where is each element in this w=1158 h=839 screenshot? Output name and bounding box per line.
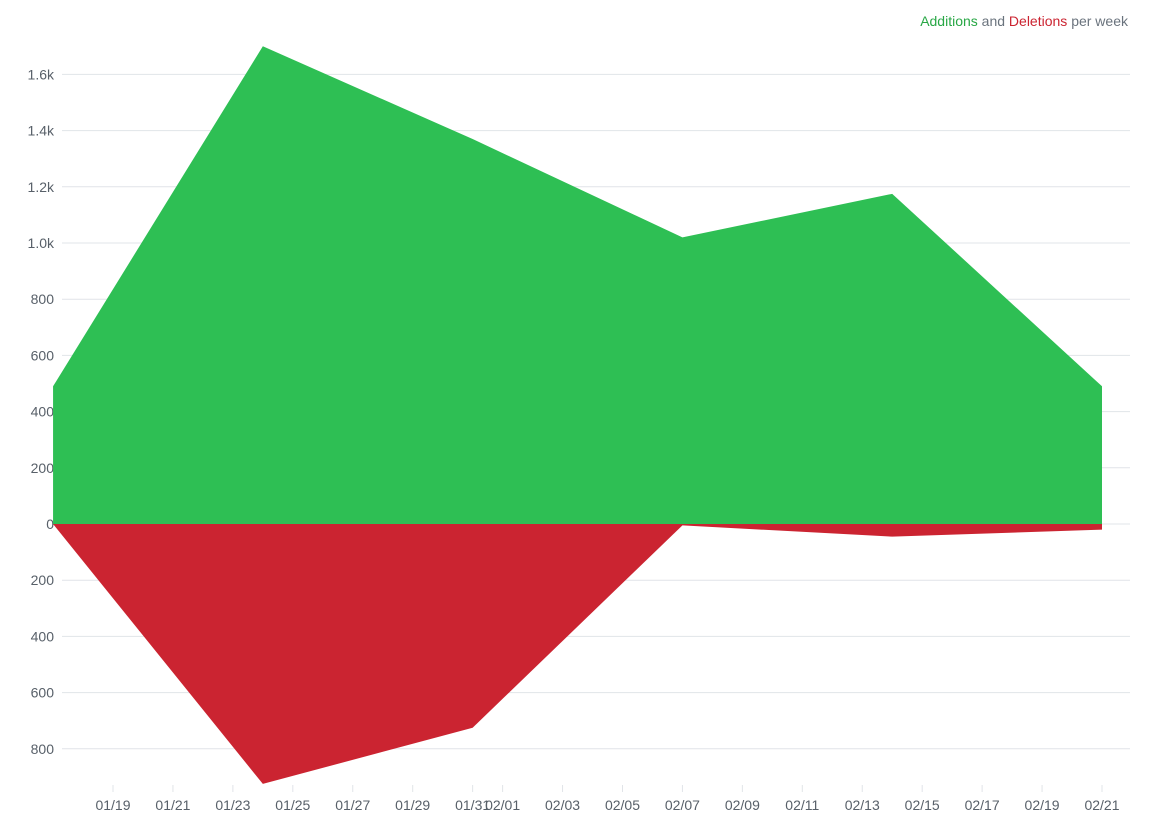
y-tick-label: 1.0k (28, 235, 55, 251)
legend-deletions: Deletions (1008, 13, 1068, 29)
y-tick-label: 400 (31, 404, 55, 420)
y-tick-label: 0 (46, 516, 54, 532)
x-tick-label: 01/25 (275, 797, 310, 813)
y-tick-label: 400 (31, 628, 55, 644)
legend-additions: Additions (920, 13, 978, 29)
additions-area (53, 46, 1103, 525)
y-tick-label: 1.6k (28, 66, 55, 82)
y-tick-label: 600 (31, 685, 55, 701)
x-tick-label: 02/17 (965, 797, 1000, 813)
x-tick-label: 01/23 (215, 797, 250, 813)
x-tick-label: 01/19 (95, 797, 130, 813)
y-tick-label: 1.2k (28, 179, 55, 195)
y-tick-label: 800 (31, 741, 55, 757)
x-tick-label: 02/07 (665, 797, 700, 813)
x-tick-label: 02/15 (905, 797, 940, 813)
x-tick-label: 02/05 (605, 797, 640, 813)
legend-suffix: per week (1071, 13, 1128, 29)
x-tick-label: 02/01 (485, 797, 520, 813)
x-tick-label: 02/09 (725, 797, 760, 813)
x-tick-label: 01/27 (335, 797, 370, 813)
x-tick-label: 02/19 (1025, 797, 1060, 813)
y-tick-label: 800 (31, 291, 55, 307)
x-tick-label: 02/13 (845, 797, 880, 813)
chart-legend: Additions and Deletions per week (920, 13, 1128, 29)
x-tick-label: 01/31 (455, 797, 490, 813)
y-tick-label: 200 (31, 460, 55, 476)
y-tick-label: 200 (31, 572, 55, 588)
deletions-area (53, 524, 1103, 784)
x-tick-label: 02/21 (1084, 797, 1119, 813)
x-tick-label: 02/03 (545, 797, 580, 813)
y-tick-label: 1.4k (28, 123, 55, 139)
x-tick-label: 01/21 (155, 797, 190, 813)
y-tick-label: 600 (31, 347, 55, 363)
legend-and: and (981, 13, 1006, 29)
x-tick-label: 02/11 (785, 797, 819, 813)
x-tick-label: 01/29 (395, 797, 430, 813)
